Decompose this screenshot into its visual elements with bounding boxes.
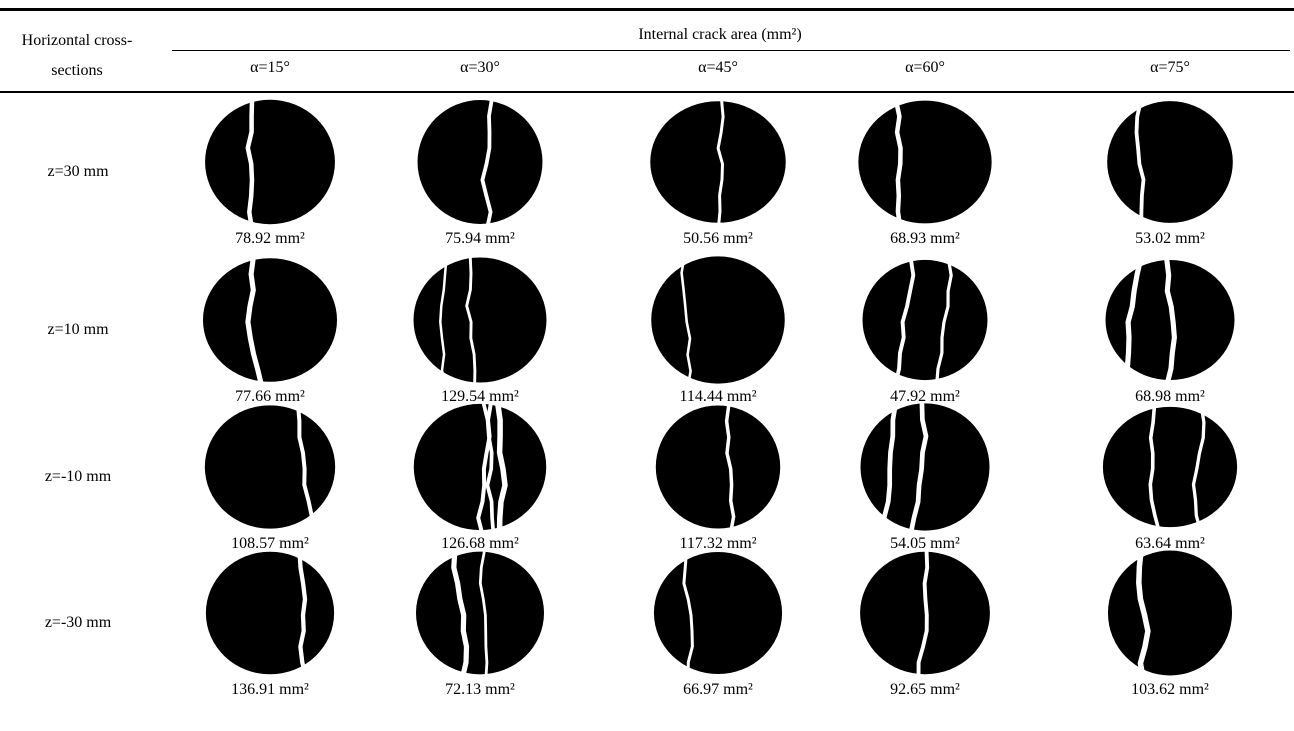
specimen-disc xyxy=(656,405,780,528)
crack-area: 68.98 mm² xyxy=(1135,388,1205,406)
column-header: α=60° xyxy=(905,59,945,77)
specimen-disc xyxy=(651,256,785,383)
specimen-disc xyxy=(203,258,337,382)
crack-area: 126.68 mm² xyxy=(441,535,519,553)
crack-area: 92.65 mm² xyxy=(890,681,960,699)
specimen-disc xyxy=(414,257,547,382)
specimen-disc xyxy=(858,101,991,224)
row-label: z=30 mm xyxy=(47,163,108,181)
row-label: z=-10 mm xyxy=(45,468,111,486)
crack-images xyxy=(0,0,1294,731)
specimen-disc xyxy=(654,552,782,674)
specimen-disc xyxy=(650,101,785,223)
crack-area: 103.62 mm² xyxy=(1131,681,1209,699)
specimen-disc xyxy=(863,260,988,380)
crack-area: 72.13 mm² xyxy=(445,681,515,699)
paper-table: Horizontal cross-sections Internal crack… xyxy=(0,0,1294,731)
specimen-disc xyxy=(205,100,335,224)
crack-area: 78.92 mm² xyxy=(235,230,305,248)
crack-area: 136.91 mm² xyxy=(231,681,309,699)
specimen-disc xyxy=(1103,407,1237,527)
crack-area: 47.92 mm² xyxy=(890,388,960,406)
row-label: z=-30 mm xyxy=(45,614,111,632)
crack-area: 75.94 mm² xyxy=(445,230,515,248)
crack-area: 68.93 mm² xyxy=(890,230,960,248)
crack-area: 63.64 mm² xyxy=(1135,535,1205,553)
crack-area: 108.57 mm² xyxy=(231,535,309,553)
specimen-disc xyxy=(1108,551,1232,676)
column-header: α=30° xyxy=(460,59,500,77)
column-header: α=75° xyxy=(1150,59,1190,77)
crack-area: 117.32 mm² xyxy=(679,535,756,553)
crack-area: 129.54 mm² xyxy=(441,388,519,406)
specimen-disc xyxy=(1107,101,1233,223)
specimen-disc xyxy=(206,552,334,675)
column-header: α=45° xyxy=(698,59,738,77)
crack-area: 66.97 mm² xyxy=(683,681,753,699)
crack-area: 53.02 mm² xyxy=(1135,230,1205,248)
specimen-disc xyxy=(418,100,543,224)
column-header: α=15° xyxy=(250,59,290,77)
row-label: z=10 mm xyxy=(47,321,108,339)
crack-area: 77.66 mm² xyxy=(235,388,305,406)
crack-area: 50.56 mm² xyxy=(683,230,753,248)
specimen-disc xyxy=(205,405,335,528)
crack-area: 114.44 mm² xyxy=(679,388,756,406)
crack-area: 54.05 mm² xyxy=(890,535,960,553)
